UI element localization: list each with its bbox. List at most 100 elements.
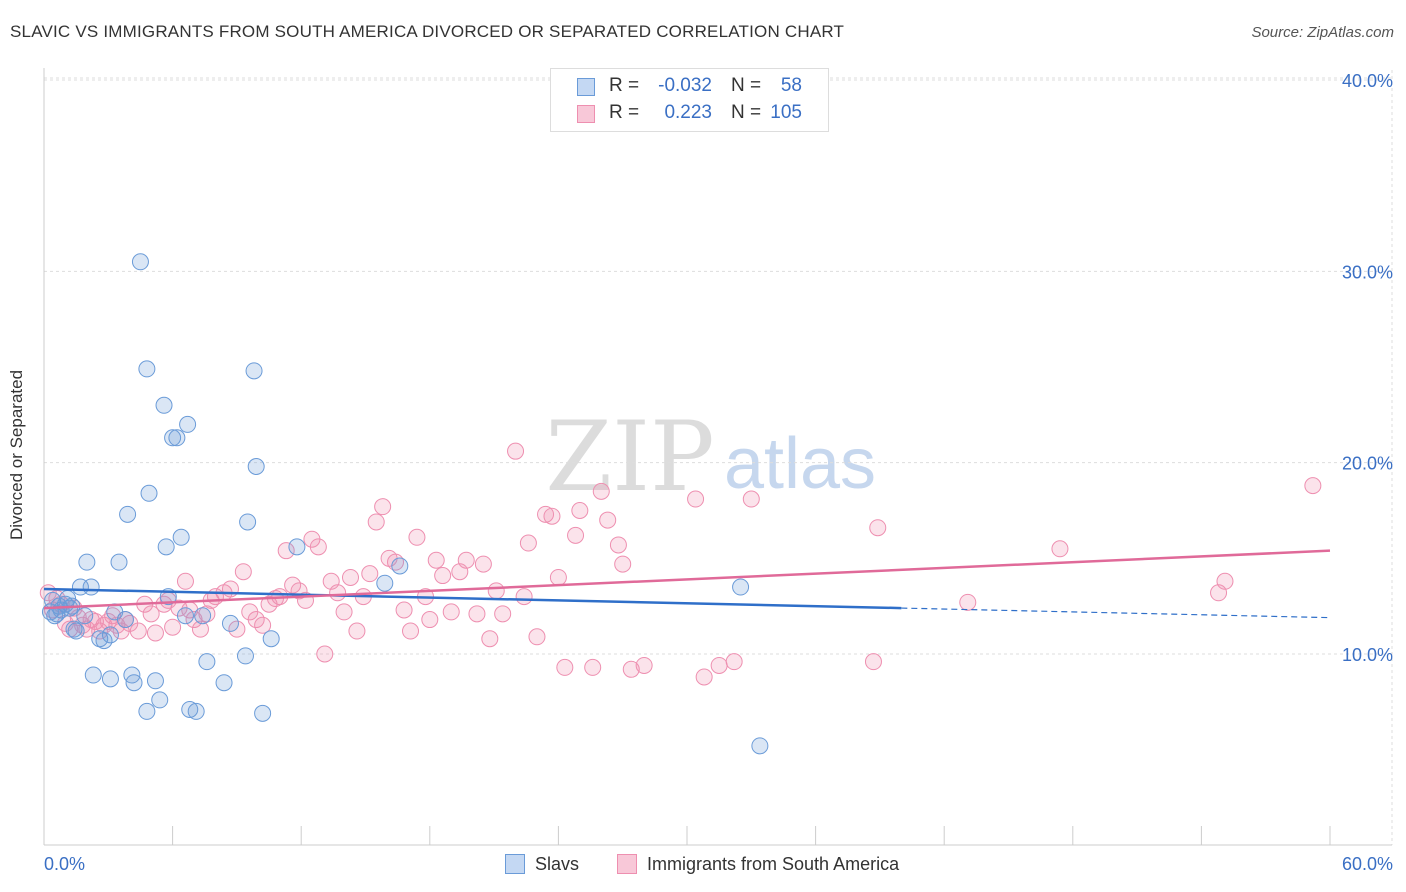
immigrants-point [348,622,366,640]
immigrants-point [408,528,426,546]
slavs-point [288,538,306,556]
slavs-point [198,653,216,671]
immigrants-trend-line [43,549,1331,610]
n-value-slavs: 58 [780,75,802,96]
slavs-point [101,670,119,688]
immigrants-point [549,568,567,586]
slavs-point [391,557,409,575]
slavs-point [172,528,190,546]
slavs-point [78,553,96,571]
slavs-point [140,484,158,502]
grid-lines [44,70,1393,845]
axes [43,68,1392,846]
immigrants-point [341,568,359,586]
immigrants-point [507,442,525,460]
legend-label-immigrants: Immigrants from South America [647,854,900,874]
slavs-point [110,553,128,571]
immigrants-point [176,572,194,590]
immigrants-point [725,653,743,671]
slavs-point [187,702,205,720]
immigrants-point [614,555,632,573]
y-tick-label: 10.0% [1342,645,1393,665]
immigrants-point [864,653,882,671]
immigrants-point [481,630,499,648]
immigrants-point [247,611,265,629]
immigrants-points [39,442,1322,686]
immigrants-point [1304,477,1322,495]
trend-lines [43,549,1331,619]
slavs-point [116,611,134,629]
r-label: R = [609,75,640,96]
immigrants-point [959,593,977,611]
immigrants-point [537,505,555,523]
slavs-point [48,605,66,623]
legend-label-slavs: Slavs [535,854,580,874]
immigrants-point [515,588,533,606]
immigrants-point [571,502,589,519]
stats-legend: R = -0.032 N = 58 R = 0.223 N = 105 [550,68,829,132]
slavs-point [84,666,102,684]
immigrants-point [427,551,445,569]
slavs-point [181,700,199,718]
n-label: N = [731,75,762,96]
slavs-point [215,674,233,692]
x-tick-label-max: 60.0% [1342,854,1393,874]
r-value-immigrants: 0.223 [664,102,712,123]
slavs-swatch [577,78,595,96]
immigrants-point [198,605,216,623]
immigrants-point [710,656,728,674]
immigrants-point [1051,540,1069,558]
slavs-point [245,362,263,380]
slavs-point [221,614,239,632]
immigrants-point [528,628,546,646]
immigrants-point [687,490,705,508]
slavs-point [164,429,182,447]
immigrants-point [468,605,486,623]
slavs-point [157,538,175,556]
slavs-point [131,253,149,271]
slavs-point [376,574,394,592]
immigrants-point [742,490,760,508]
immigrants-point [316,645,334,663]
immigrants-point [442,603,460,621]
y-axis-label: Divorced or Separated [7,369,26,541]
immigrants-point [329,584,347,602]
slavs-point [151,691,169,709]
immigrants-point [86,612,104,630]
immigrants-point [61,620,79,638]
n-label: N = [731,102,762,123]
watermark-atlas: atlas [724,424,876,504]
slavs-point [168,429,186,447]
x-tick-label-min: 0.0% [44,854,85,874]
slavs-point [247,457,265,475]
immigrants-point [164,618,182,636]
immigrants-point [309,538,327,556]
r-label: R = [609,102,640,123]
immigrants-point [567,526,585,544]
slavs-point [254,704,272,722]
watermark: ZIP atlas [545,401,876,513]
slavs-point [76,607,94,625]
immigrants-point [622,660,640,678]
immigrants-point [254,616,272,634]
immigrants-point [474,555,492,573]
slavs-trend-extension [901,607,1331,619]
r-value-slavs: -0.032 [658,75,712,96]
immigrants-legend-swatch [617,854,637,874]
immigrants-point [361,565,379,583]
slavs-point [95,632,113,650]
slavs-point [155,396,173,414]
y-tick-label: 20.0% [1342,454,1393,474]
slavs-point [91,630,109,648]
slavs-point [262,630,280,648]
slavs-point [82,578,100,596]
immigrants-point [635,656,653,674]
immigrants-point [434,567,452,585]
immigrants-point [146,624,164,642]
slavs-point [119,505,137,523]
immigrants-point [695,668,713,686]
immigrants-point [869,519,887,537]
slavs-point [236,647,254,665]
slavs-point [239,513,257,531]
stats-row-slavs: R = -0.032 N = 58 [551,73,828,99]
